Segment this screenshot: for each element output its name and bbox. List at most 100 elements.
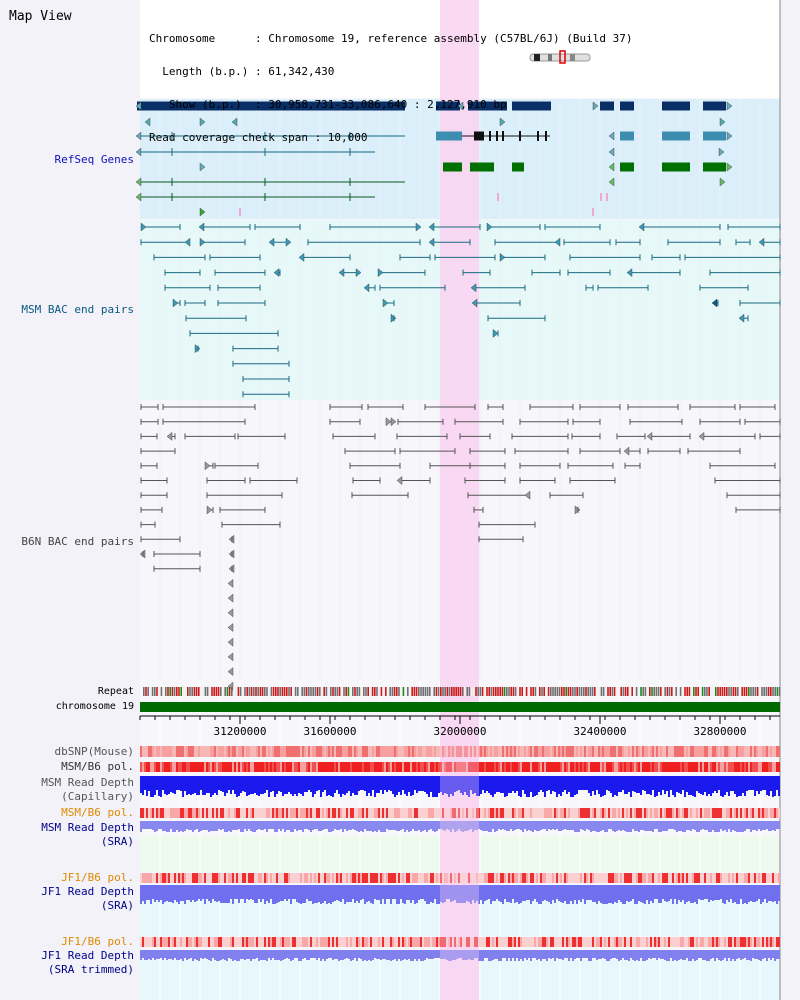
- jf1-pol2-cell: [610, 937, 612, 947]
- repeat-element: [409, 687, 411, 696]
- jf1-pol2-cell: [448, 937, 450, 947]
- msm-sra-depth-bar: [322, 821, 324, 830]
- msm-sra-depth-bar: [488, 821, 490, 832]
- msm-pol2-cell: [704, 808, 706, 818]
- track-label-b6n-bac[interactable]: B6N BAC end pairs: [21, 535, 134, 548]
- repeat-element: [165, 687, 167, 696]
- msm-pol-cell: [364, 762, 366, 772]
- msm-capillary-depth-bar: [188, 776, 190, 794]
- jf1-trim-depth-bar: [340, 950, 342, 960]
- msm-pol-cell: [600, 762, 602, 772]
- msm-capillary-depth-bar: [698, 776, 700, 793]
- repeat-element: [341, 687, 343, 696]
- axis-tick-label: 32800000: [694, 725, 747, 738]
- repeat-element: [624, 687, 627, 696]
- msm-capillary-depth-bar: [190, 776, 192, 795]
- jf1-pol2-cell: [548, 937, 550, 947]
- msm-capillary-depth-bar: [518, 776, 520, 796]
- jf1-pol2-cell: [558, 937, 560, 947]
- msm-pol2-cell: [558, 808, 560, 818]
- chromosome-bar: [140, 702, 780, 712]
- repeat-element: [664, 687, 666, 696]
- jf1-trim-depth-bar: [266, 950, 268, 961]
- msm-pol2-cell: [362, 808, 364, 818]
- jf1-pol2-cell: [658, 937, 660, 947]
- msm-pol-cell: [676, 762, 678, 772]
- msm-pol-cell: [742, 762, 744, 772]
- msm-sra-depth-bar: [286, 821, 288, 830]
- jf1-trim-depth-bar: [182, 950, 184, 961]
- dbsnp-cell: [592, 746, 594, 757]
- msm-capillary-depth-bar: [764, 776, 766, 790]
- track-label-refseq[interactable]: RefSeq Genes: [54, 153, 134, 166]
- msm-pol2-cell: [478, 808, 480, 818]
- dbsnp-cell: [714, 746, 716, 757]
- jf1-pol2-cell: [506, 937, 508, 947]
- jf1-pol-cell: [472, 873, 474, 883]
- repeat-element: [486, 687, 488, 696]
- jf1-sra-depth-bar: [200, 885, 202, 901]
- msm-sra-depth-bar: [242, 821, 244, 832]
- jf1-pol-cell: [342, 873, 344, 883]
- repeat-element: [446, 687, 449, 696]
- jf1-pol2-cell: [312, 937, 314, 947]
- msm-pol-cell: [706, 762, 708, 772]
- msm-capillary-depth-bar: [578, 776, 580, 790]
- dbsnp-cell: [344, 746, 346, 757]
- msm-capillary-depth-bar: [180, 776, 182, 791]
- msm-pol-cell: [402, 762, 404, 772]
- msm-sra-depth-bar: [748, 821, 750, 829]
- msm-capillary-depth-bar: [492, 776, 494, 797]
- msm-capillary-depth-bar: [208, 776, 210, 793]
- msm-pol2-cell: [552, 808, 554, 818]
- msm-pol-cell: [144, 762, 146, 772]
- jf1-sra-depth-bar: [388, 885, 390, 899]
- msm-sra-depth-bar: [734, 821, 736, 831]
- msm-capillary-depth-bar: [384, 776, 386, 790]
- msm-sra-depth-bar: [338, 821, 340, 830]
- dbsnp-cell: [464, 746, 466, 757]
- msm-pol2-cell: [506, 808, 508, 818]
- msm-capillary-depth-bar: [500, 776, 502, 793]
- msm-pol2-cell: [620, 808, 622, 818]
- msm-sra-depth-bar: [682, 821, 684, 832]
- repeat-element: [690, 687, 693, 696]
- msm-pol-cell: [452, 762, 454, 772]
- jf1-trim-depth-bar: [424, 950, 426, 960]
- jf1-sra-depth-bar: [506, 885, 508, 902]
- jf1-pol2-cell: [186, 937, 188, 947]
- dbsnp-cell: [338, 746, 340, 757]
- msm-pol2-cell: [596, 808, 598, 818]
- strand-arrow: [592, 101, 599, 111]
- jf1-pol2-cell: [328, 937, 330, 947]
- jf1-trim-depth-bar: [474, 950, 476, 958]
- jf1-trim-depth-bar: [756, 950, 758, 959]
- jf1-sra-depth-bar: [484, 885, 486, 901]
- jf1-trim-depth-bar: [492, 950, 494, 960]
- msm-capillary-depth-bar: [140, 776, 142, 793]
- msm-sra-depth-bar: [298, 821, 300, 830]
- jf1-pol2-cell: [164, 937, 166, 947]
- jf1-trim-depth-bar: [140, 950, 142, 960]
- jf1-pol2-cell: [168, 937, 170, 947]
- msm-pol2-cell: [332, 808, 334, 818]
- msm-pol2-cell: [388, 808, 390, 818]
- msm-capillary-depth-bar: [752, 776, 754, 790]
- repeat-element: [303, 687, 306, 696]
- jf1-sra-depth-bar: [380, 885, 382, 904]
- repeat-element: [180, 687, 182, 696]
- msm-pol2-cell: [630, 808, 632, 818]
- msm-pol-cell: [376, 762, 378, 772]
- repeat-element: [662, 687, 664, 696]
- repeat-element: [393, 687, 396, 696]
- msm-pol-cell: [374, 762, 376, 772]
- jf1-pol-cell: [680, 873, 682, 883]
- msm-pol-cell: [774, 762, 776, 772]
- jf1-trim-depth-bar: [276, 950, 278, 960]
- dbsnp-cell: [752, 746, 754, 757]
- msm-sra-depth-bar: [340, 821, 342, 829]
- track-label-msm-bac[interactable]: MSM BAC end pairs: [21, 303, 134, 316]
- jf1-pol-cell: [734, 873, 736, 883]
- msm-pol2-cell: [250, 808, 252, 818]
